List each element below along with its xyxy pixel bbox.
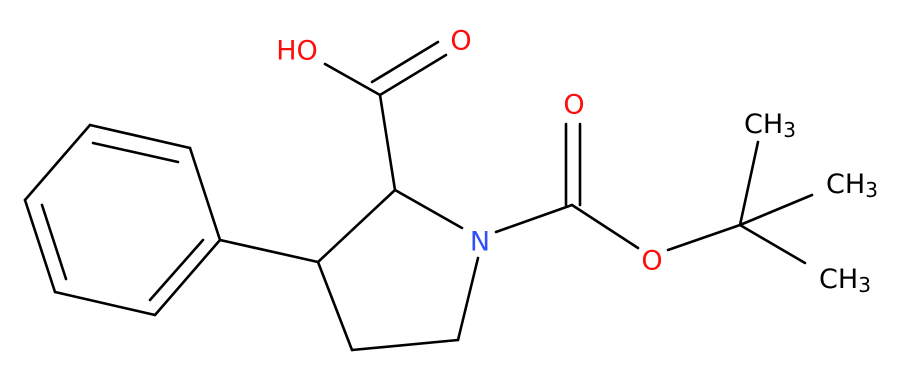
bonds xyxy=(23,40,814,352)
bond xyxy=(738,193,814,227)
methyl-label: CH3 xyxy=(819,264,871,297)
methyl-sub: 3 xyxy=(858,273,871,297)
methyl-label: CH3 xyxy=(826,169,878,202)
bond xyxy=(370,40,440,84)
bond xyxy=(188,146,222,242)
bond xyxy=(393,188,464,230)
bond xyxy=(738,223,807,265)
bond xyxy=(23,123,92,202)
methyl-sub: 3 xyxy=(783,118,796,142)
bond xyxy=(53,290,157,317)
atom-label: HO xyxy=(276,36,318,67)
bond xyxy=(456,256,480,342)
bond xyxy=(494,203,574,234)
bond xyxy=(316,188,397,264)
bond xyxy=(148,238,205,302)
methyl-main: CH xyxy=(744,109,783,140)
bond xyxy=(666,223,742,252)
bond xyxy=(40,203,68,281)
bond xyxy=(738,140,760,227)
atom-label: O xyxy=(450,26,471,57)
bond xyxy=(570,203,640,250)
methyl-main: CH xyxy=(826,169,865,200)
methyl-label: CH3 xyxy=(744,109,796,142)
bond xyxy=(91,141,180,164)
bond xyxy=(323,62,382,97)
bond xyxy=(378,93,397,192)
bond xyxy=(218,238,320,264)
bond xyxy=(316,260,354,352)
bond xyxy=(350,338,460,352)
atom-label: O xyxy=(641,246,662,277)
atom-label: N xyxy=(470,227,490,258)
methyl-main: CH xyxy=(819,264,858,295)
methyl-sub: 3 xyxy=(865,178,878,202)
bond xyxy=(153,238,222,317)
bond xyxy=(88,123,192,150)
bond xyxy=(378,53,448,97)
atom-label: O xyxy=(563,90,584,121)
bond xyxy=(23,198,57,294)
